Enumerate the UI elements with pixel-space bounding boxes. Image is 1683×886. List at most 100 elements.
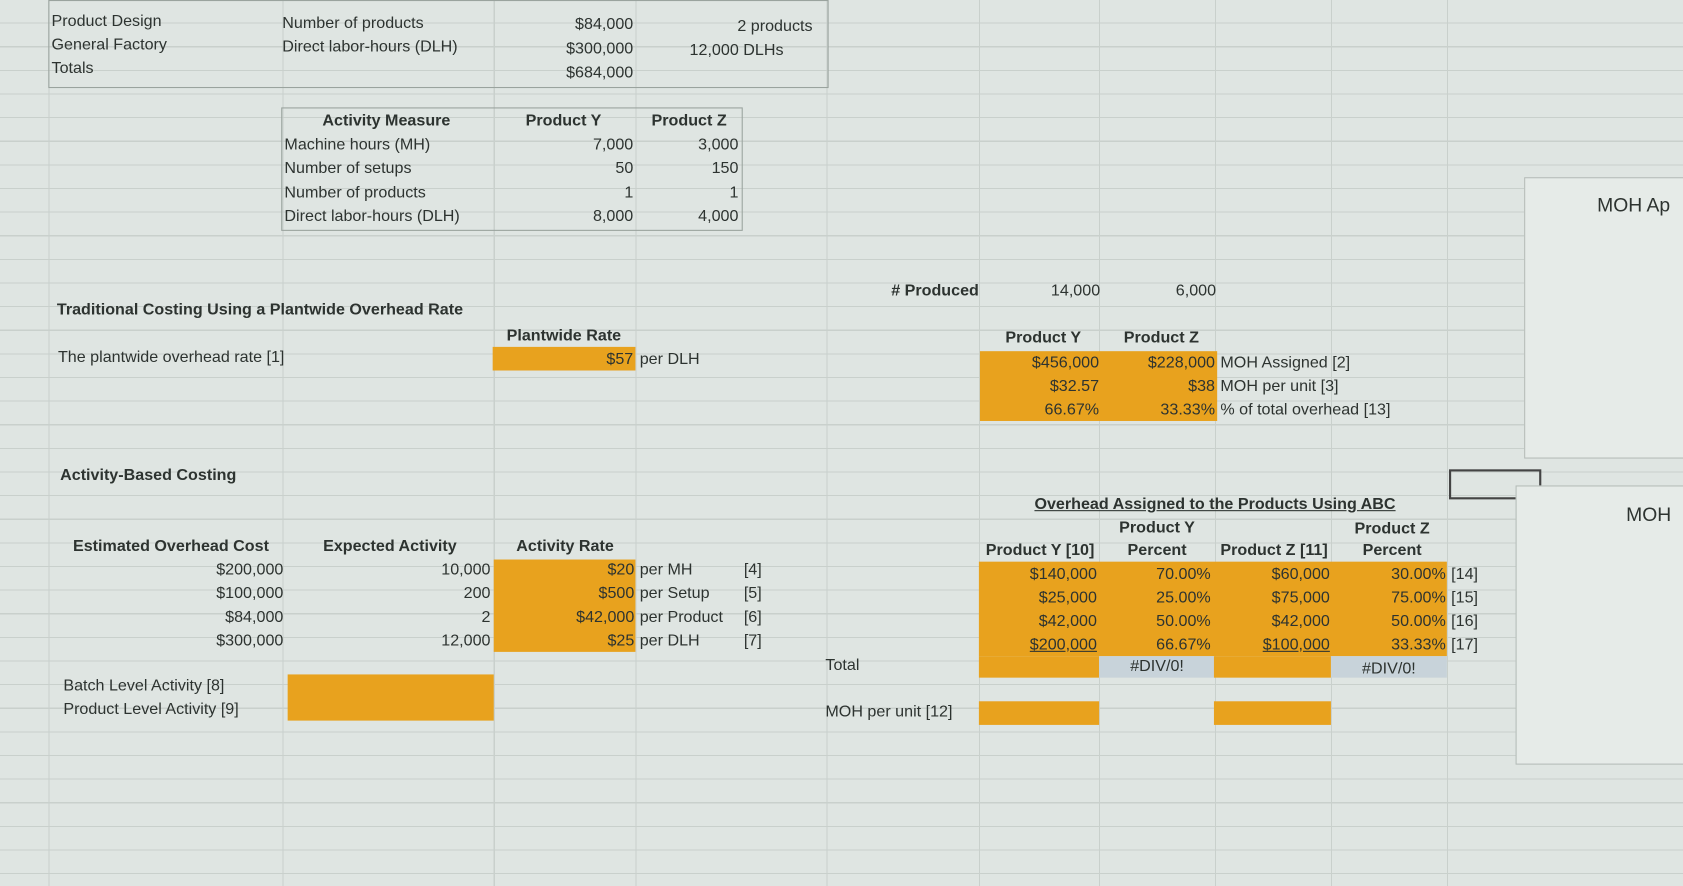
cell: 66.67%: [1156, 635, 1211, 655]
cell: 7,000: [592, 135, 634, 154]
panel-title: MOH: [1626, 503, 1672, 526]
cell: $140,000: [1029, 564, 1097, 584]
side-panel: [1515, 485, 1683, 765]
cell: 1: [624, 183, 634, 202]
section-title: Activity-Based Costing: [60, 466, 237, 485]
highlight: [492, 346, 636, 371]
cell: MOH per unit [12]: [825, 702, 953, 721]
cell: 10,000: [441, 560, 491, 579]
cell: [17]: [1451, 635, 1479, 655]
cell: MOH per unit [3]: [1220, 376, 1339, 396]
cell: $57: [606, 350, 634, 369]
cell: $684,000: [566, 63, 634, 82]
header: Percent: [1362, 541, 1422, 560]
highlight: [978, 561, 1447, 657]
cell: The plantwide overhead rate [1]: [57, 347, 285, 367]
header: Product Y: [1005, 328, 1082, 347]
selected-cell[interactable]: [1449, 469, 1542, 500]
cell: $42,000: [1038, 612, 1097, 631]
cell: $32.57: [1049, 376, 1100, 396]
highlight: [1213, 701, 1331, 725]
cell: 33.33%: [1160, 400, 1216, 419]
cell: $84,000: [575, 15, 634, 34]
highlight: [1213, 656, 1331, 678]
cell: $100,000: [1262, 635, 1330, 655]
cell: Machine hours (MH): [284, 135, 431, 154]
section-title: Overhead Assigned to the Products Using …: [1034, 495, 1396, 514]
cell: 25.00%: [1156, 588, 1211, 607]
cell: $25: [607, 631, 635, 650]
header: Activity Rate: [516, 536, 614, 556]
cell: per Product: [639, 607, 723, 627]
cell: Direct labor-hours (DLH): [282, 37, 458, 56]
cell: Number of setups: [284, 158, 412, 178]
cell: per DLH: [639, 350, 700, 369]
header: Product Y: [1119, 518, 1195, 537]
cell: 12,000: [441, 631, 491, 650]
cell: [4]: [743, 560, 762, 579]
highlight: [287, 674, 494, 721]
header: Product Z [11]: [1220, 541, 1328, 560]
cell: per Setup: [639, 584, 710, 603]
cell: $200,000: [1029, 635, 1097, 655]
section-title: Traditional Costing Using a Plantwide Ov…: [56, 300, 464, 319]
header: Estimated Overhead Cost: [72, 536, 269, 556]
side-panel: [1524, 177, 1683, 459]
cell: $42,000: [576, 607, 635, 627]
cell: Product Design: [51, 11, 162, 31]
cell: 33.33%: [1391, 635, 1446, 655]
cell: 30.00%: [1391, 564, 1446, 584]
cell: 1: [729, 183, 739, 202]
cell: 50.00%: [1156, 612, 1211, 631]
cell: 2: [481, 607, 491, 627]
activity-table-box: [281, 107, 743, 231]
cell: [6]: [743, 607, 762, 627]
cell: [5]: [743, 584, 762, 603]
cell: 6,000: [1175, 281, 1217, 300]
cell: 50: [615, 158, 634, 178]
cell: Number of products: [284, 183, 426, 202]
cell: per MH: [639, 560, 693, 579]
highlight: [978, 656, 1100, 678]
cell: 14,000: [1050, 281, 1101, 300]
cell: $228,000: [1147, 353, 1216, 372]
cell: $38: [1188, 376, 1216, 396]
header: Product Z: [1354, 519, 1430, 539]
cell: 66.67%: [1044, 400, 1100, 419]
cell: Product Level Activity [9]: [63, 700, 239, 719]
cell: $456,000: [1031, 353, 1100, 372]
cell: $84,000: [225, 607, 284, 627]
cell: [7]: [743, 631, 762, 650]
cell: Direct labor-hours (DLH): [284, 207, 460, 226]
cell: $25,000: [1038, 588, 1097, 607]
error-cell: [1330, 656, 1447, 678]
header: Product Z: [1123, 328, 1199, 347]
cell: Total: [825, 656, 860, 675]
panel-title: MOH Ap: [1597, 194, 1671, 216]
cell: $300,000: [216, 631, 284, 650]
header: Expected Activity: [323, 536, 457, 556]
top-box: [48, 0, 829, 89]
cell: [15]: [1451, 588, 1479, 607]
cell: Totals: [51, 59, 94, 78]
cell: #DIV/0!: [1362, 659, 1416, 678]
cell: 50.00%: [1391, 612, 1446, 631]
cell: 3,000: [698, 135, 739, 154]
cell: $75,000: [1271, 588, 1330, 607]
header: Plantwide Rate: [506, 326, 622, 345]
cell: $100,000: [216, 584, 284, 603]
cell: 75.00%: [1391, 588, 1446, 607]
header: Product Z: [651, 111, 727, 130]
error-cell: [1099, 656, 1216, 678]
cell: Batch Level Activity [8]: [63, 676, 225, 695]
cell: % of total overhead [13]: [1220, 400, 1391, 419]
cell: per DLH: [639, 631, 700, 650]
header: Activity Measure: [322, 111, 451, 130]
cell: Number of products: [282, 13, 424, 33]
cell: $42,000: [1271, 612, 1330, 631]
cell: $200,000: [216, 560, 284, 579]
cell: 8,000: [592, 207, 634, 226]
cell: 2 products: [737, 17, 813, 36]
